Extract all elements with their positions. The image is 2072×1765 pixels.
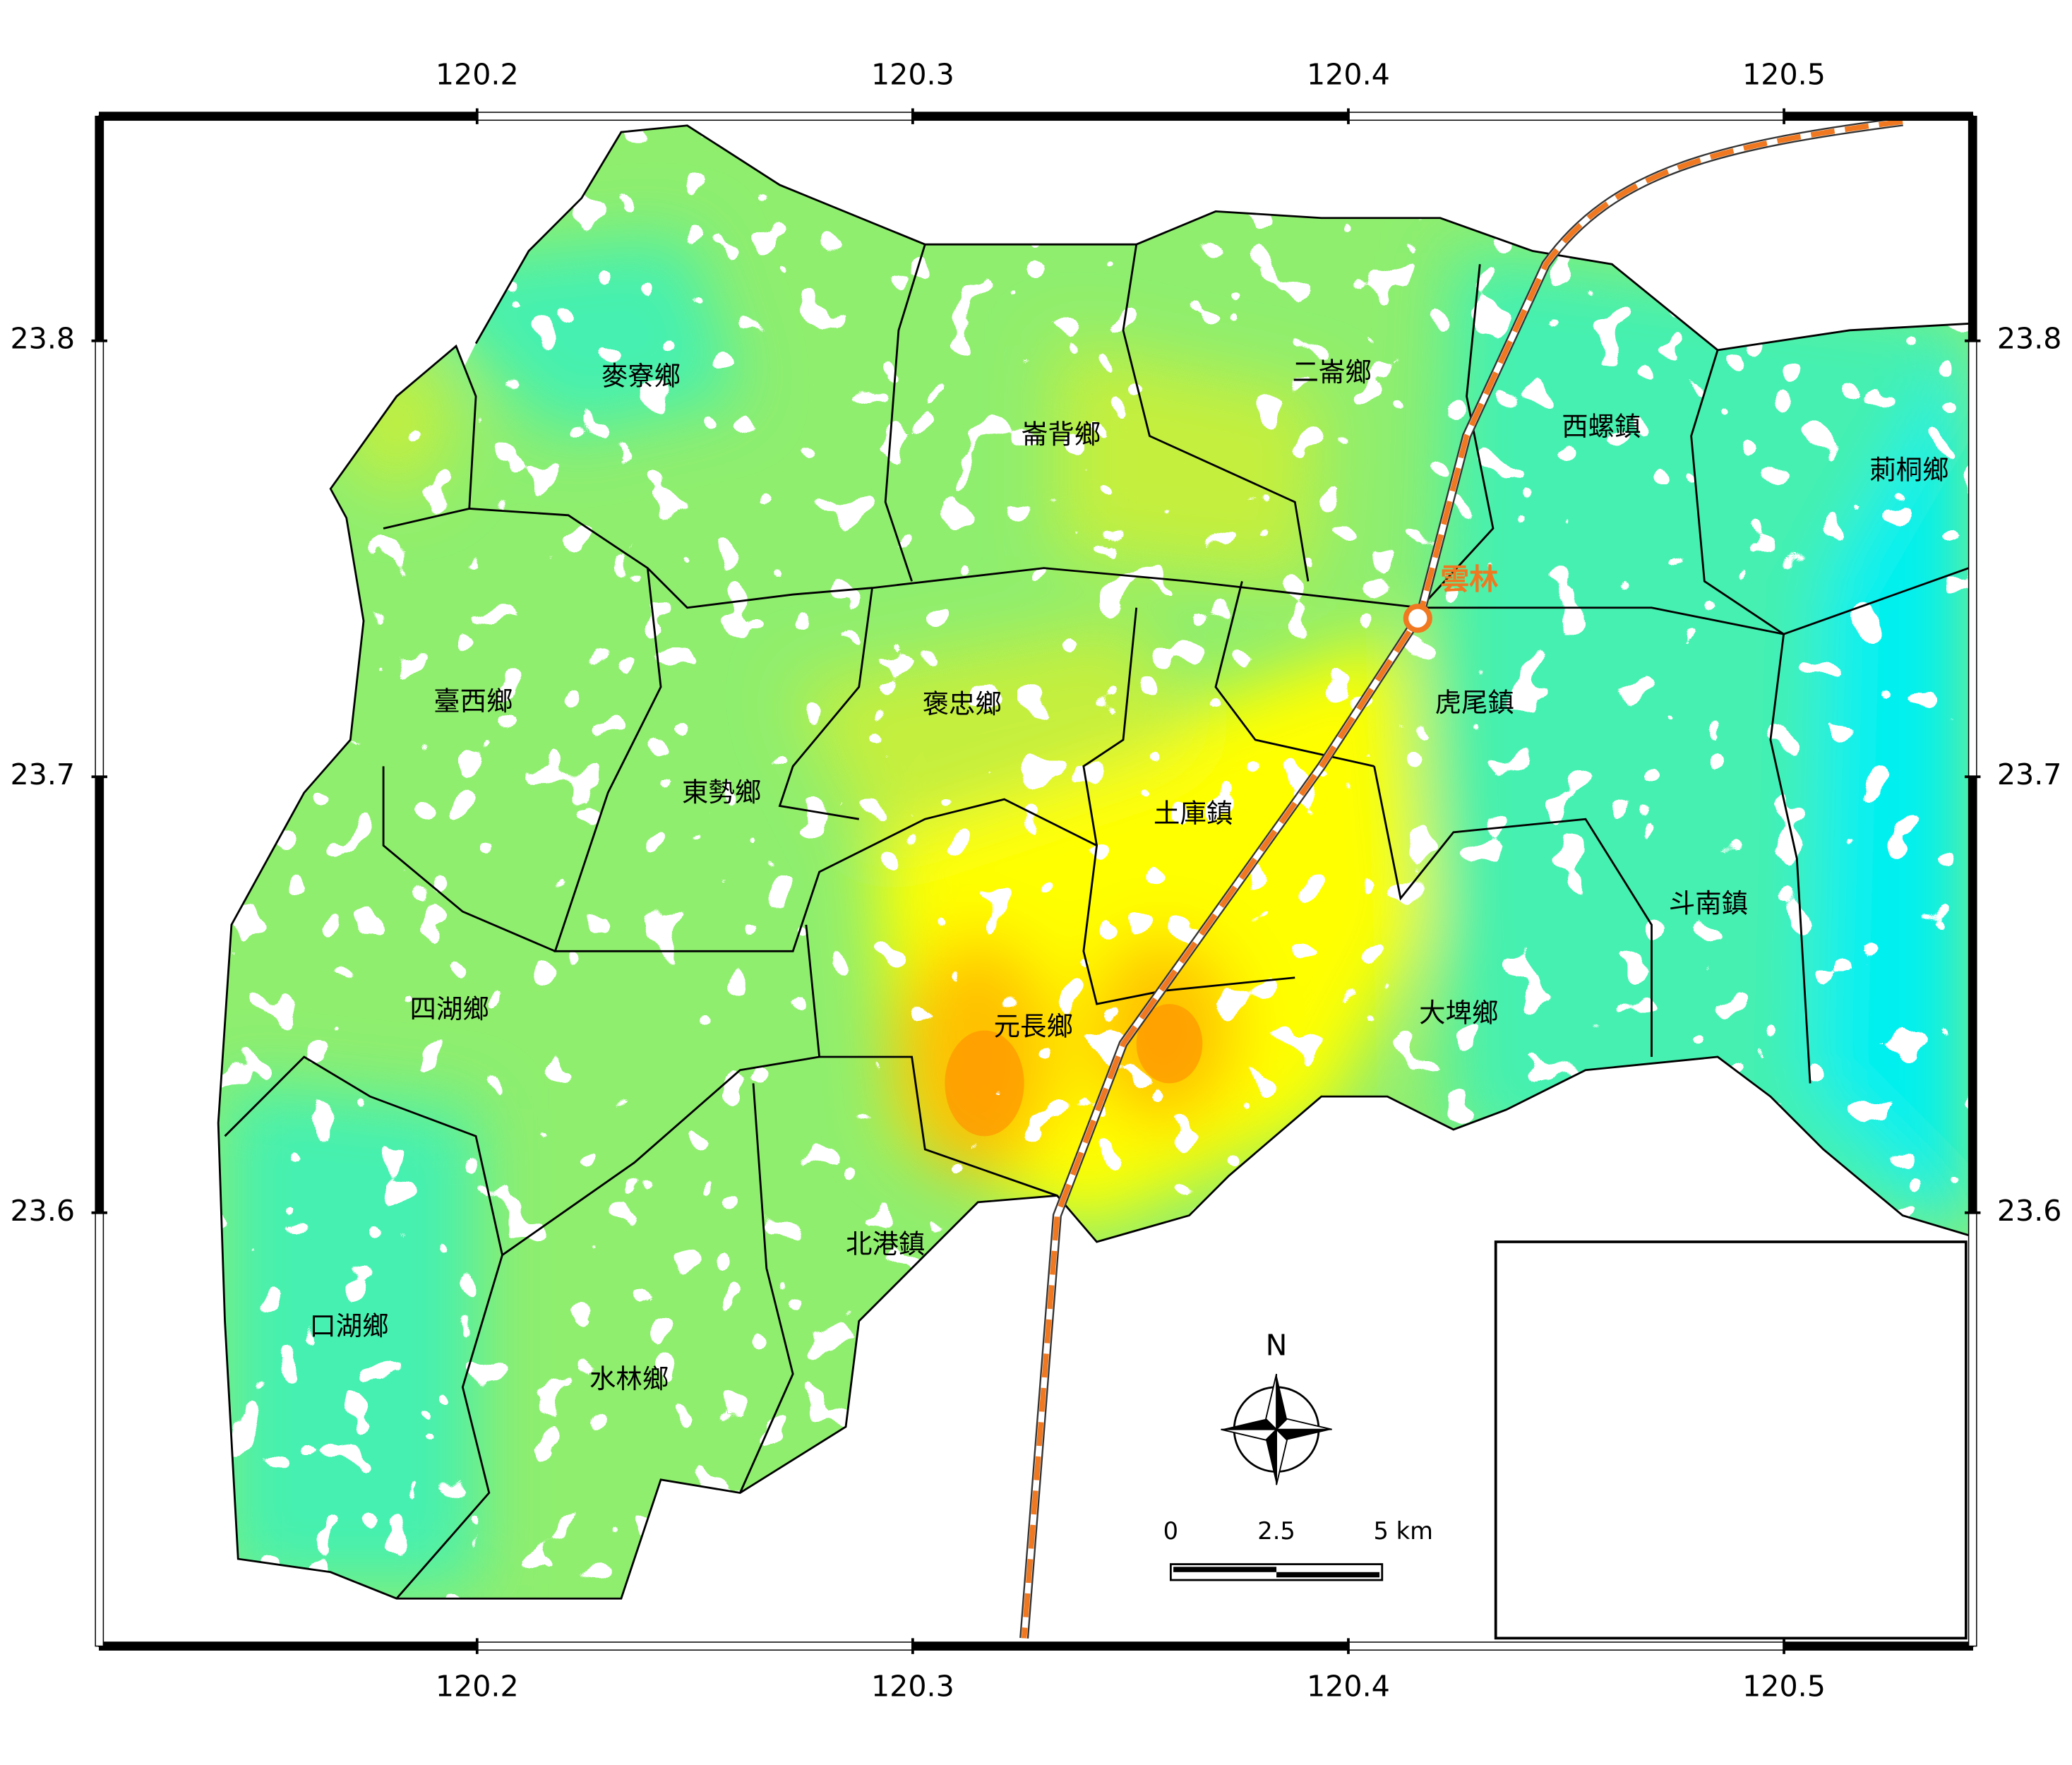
township-label: 四湖鄉 <box>410 993 489 1024</box>
scale-label: 0 <box>1163 1517 1178 1545</box>
township-label: 土庫鎮 <box>1154 798 1233 829</box>
frame-bar <box>1968 115 1977 342</box>
frame-bar <box>95 115 104 342</box>
y-tick-label: 23.8 <box>10 322 75 356</box>
north-arrow <box>1221 1373 1332 1485</box>
x-tick-label: 120.4 <box>1307 1669 1390 1703</box>
frame-bar <box>1348 112 1785 121</box>
township-label: 口湖鄉 <box>309 1310 388 1341</box>
frame-bar <box>95 340 104 777</box>
frame-bar <box>1783 112 1973 121</box>
township-label: 大埤鄉 <box>1419 998 1498 1029</box>
boundaries <box>217 124 1970 1600</box>
township-label: 西螺鎮 <box>1562 411 1641 442</box>
township-label: 東勢鄉 <box>682 777 761 808</box>
north-label: N <box>1266 1329 1288 1363</box>
frame-bar <box>477 1641 914 1651</box>
township-label: 臺西鄉 <box>433 686 513 717</box>
frame-bar <box>95 776 104 1214</box>
township-label: 斗南鎮 <box>1669 887 1748 919</box>
frame-bar <box>1783 1641 1973 1651</box>
scale-label: 5 km <box>1373 1517 1432 1545</box>
frame-bar <box>477 112 914 121</box>
township-label: 莿桐鄉 <box>1869 455 1948 486</box>
legend-box <box>1494 1240 1968 1640</box>
scale-label: 2.5 <box>1257 1517 1295 1545</box>
frame-bar <box>99 112 478 121</box>
scale-bar <box>1169 1563 1384 1581</box>
frame-bar <box>1348 1641 1785 1651</box>
frame-bar <box>912 112 1349 121</box>
frame-bar <box>95 1212 104 1647</box>
station-label: 雲林 <box>1440 562 1498 596</box>
x-tick-label: 120.2 <box>436 1669 519 1703</box>
x-tick-label: 120.2 <box>436 58 519 92</box>
frame-bar <box>1968 776 1977 1214</box>
township-label: 元長鄉 <box>994 1010 1073 1041</box>
frame <box>91 108 1981 1654</box>
township-label: 褒忠鄉 <box>923 688 1002 719</box>
y-tick-label: 23.6 <box>10 1194 75 1228</box>
township-label: 崙背鄉 <box>1022 419 1101 450</box>
y-tick-label: 23.8 <box>1997 322 2062 356</box>
x-tick-label: 120.3 <box>871 1669 954 1703</box>
x-tick-label: 120.3 <box>871 58 954 92</box>
frame-bar <box>912 1641 1349 1651</box>
township-label: 虎尾鎮 <box>1435 687 1514 718</box>
township-label: 北港鎮 <box>846 1228 925 1260</box>
frame-bar <box>99 1641 478 1651</box>
railway <box>1019 116 1903 1639</box>
x-tick-label: 120.5 <box>1742 58 1826 92</box>
x-tick-label: 120.5 <box>1742 1669 1826 1703</box>
y-tick-label: 23.6 <box>1997 1194 2062 1228</box>
y-tick-label: 23.7 <box>1997 758 2062 791</box>
township-label: 麥寮鄉 <box>601 361 681 392</box>
x-tick-label: 120.4 <box>1307 58 1390 92</box>
frame-bar <box>1968 340 1977 777</box>
frame-bar <box>1968 1212 1977 1647</box>
township-label: 二崙鄉 <box>1293 357 1372 388</box>
y-tick-label: 23.7 <box>10 758 75 791</box>
township-label: 水林鄉 <box>589 1363 669 1394</box>
